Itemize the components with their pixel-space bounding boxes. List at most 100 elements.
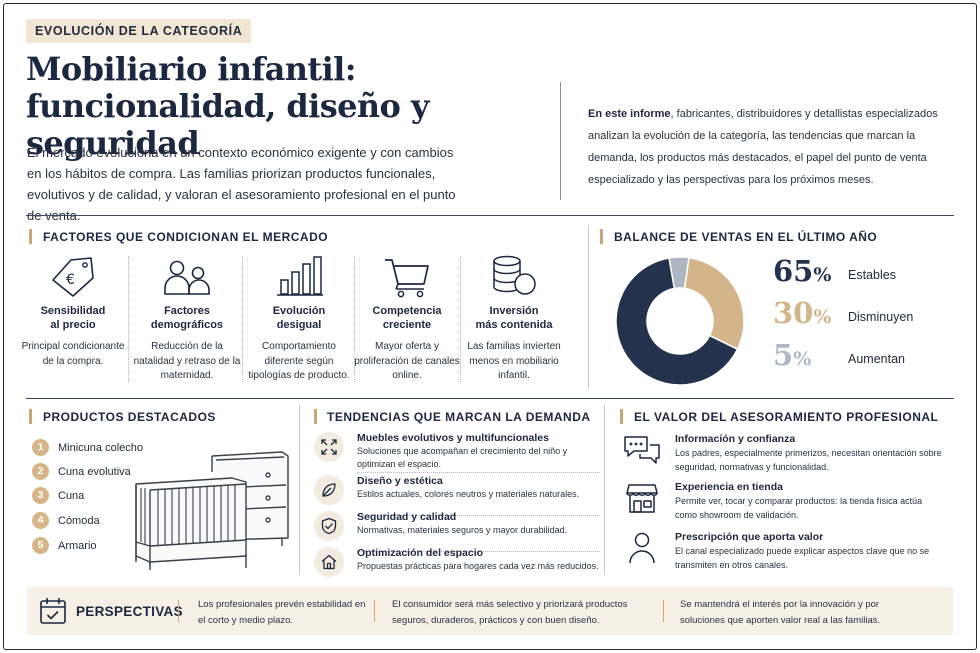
product-item: 4 Cómoda xyxy=(32,512,100,529)
balance-number: 30 xyxy=(773,296,814,330)
factor-item: Evolución desigual Comportamiento difere… xyxy=(242,252,356,384)
factor-item: Competencia creciente Mayor oferta y pro… xyxy=(350,252,464,384)
expand-arrows-icon xyxy=(314,432,344,462)
value-desc: El canal especializado puede explicar as… xyxy=(675,546,930,570)
balance-value: 5% xyxy=(773,338,811,372)
factor-title: Inversión más contenida xyxy=(475,305,553,331)
section-accent xyxy=(620,409,623,424)
section-divider xyxy=(588,225,589,389)
perspectivas-col: Los profesionales prevén estabilidad en … xyxy=(198,599,366,626)
balance-title: BALANCE DE VENTAS EN EL ÚLTIMO AÑO xyxy=(614,230,878,244)
shield-check-icon xyxy=(314,511,344,541)
report-summary-text: , fabricantes, distribuidores y detallis… xyxy=(588,108,938,186)
factor-item: € Sensibilidad al precio Principal condi… xyxy=(16,252,130,369)
perspectivas-col: El consumidor será más selectivo y prior… xyxy=(392,599,628,626)
section-divider xyxy=(299,405,300,575)
balance-unit: % xyxy=(793,348,812,370)
trend-title: Diseño y estética xyxy=(357,475,443,487)
people-icon xyxy=(130,252,244,298)
factor-desc: Las familias invierten menos en mobiliar… xyxy=(467,341,561,381)
category-tag: EVOLUCIÓN DE LA CATEGORÍA xyxy=(26,19,252,43)
product-number: 3 xyxy=(32,487,49,504)
title-line-2: funcionalidad, diseño y seguridad xyxy=(26,87,429,162)
balance-label: Aumentan xyxy=(848,352,905,366)
trend-item: Muebles evolutivos y multifuncionales So… xyxy=(314,432,600,473)
value-title: Prescripción que aporta valor xyxy=(675,531,824,543)
perspectivas-banner: PERSPECTIVAS Los profesionales prevén es… xyxy=(27,587,953,635)
trend-desc: Soluciones que acompañan el crecimiento … xyxy=(357,446,568,469)
section-divider xyxy=(604,405,605,575)
value-title: Experiencia en tienda xyxy=(675,481,783,493)
page-frame xyxy=(3,3,977,650)
product-label: Cuna xyxy=(58,489,85,502)
product-item: 2 Cuna evolutiva xyxy=(32,463,131,480)
factor-divider xyxy=(354,256,355,382)
title-line-1: Mobiliario infantil: xyxy=(26,50,357,88)
product-number: 2 xyxy=(32,463,49,480)
house-icon xyxy=(314,547,344,577)
product-item: 5 Armario xyxy=(32,537,97,554)
balance-number: 65 xyxy=(773,254,814,288)
trend-title: Seguridad y calidad xyxy=(357,511,457,523)
productos-title: PRODUCTOS DESTACADOS xyxy=(43,410,216,424)
balance-value: 30% xyxy=(773,296,831,330)
product-number: 4 xyxy=(32,512,49,529)
perspectivas-title: PERSPECTIVAS xyxy=(76,604,183,619)
trend-item: Seguridad y calidad Normativas, material… xyxy=(314,511,600,552)
section-accent xyxy=(600,229,603,244)
svg-text:€: € xyxy=(66,272,75,288)
factor-title: Sensibilidad al precio xyxy=(40,305,106,331)
report-summary-lead: En este informe xyxy=(588,108,671,120)
product-item: 3 Cuna xyxy=(32,487,84,504)
store-icon xyxy=(622,481,662,517)
balance-unit: % xyxy=(813,264,832,286)
trend-item: Diseño y estética Estilos actuales, colo… xyxy=(314,475,600,516)
trend-item: Optimización del espacio Propuestas prác… xyxy=(314,547,600,584)
section-accent xyxy=(29,409,32,424)
product-number: 5 xyxy=(32,537,49,554)
perspectivas-divider xyxy=(178,600,179,622)
perspectivas-divider xyxy=(663,600,664,622)
donut-slice-disminuyen xyxy=(683,256,745,351)
balance-value: 65% xyxy=(773,254,831,288)
factor-divider xyxy=(242,256,243,382)
value-desc: Los padres, especialmente primerizos, ne… xyxy=(675,448,942,472)
factor-title: Evolución desigual xyxy=(272,305,326,331)
factor-divider xyxy=(460,256,461,382)
trend-desc: Propuestas prácticas para hogares cada v… xyxy=(357,561,599,571)
perspectivas-col: Se mantendrá el interés por la innovació… xyxy=(680,599,881,626)
section-accent xyxy=(29,229,32,244)
factor-title: Competencia creciente xyxy=(372,305,442,331)
bar-chart-icon xyxy=(242,252,356,298)
product-label: Minicuna colecho xyxy=(58,441,143,454)
value-title: Información y confianza xyxy=(675,433,796,445)
trend-title: Muebles evolutivos y multifuncionales xyxy=(357,432,549,444)
leaf-icon xyxy=(314,475,344,505)
trend-desc: Normativas, materiales seguros y mayor d… xyxy=(357,525,568,535)
coins-icon xyxy=(457,252,571,298)
section-accent xyxy=(314,409,317,424)
product-label: Cómoda xyxy=(58,514,100,527)
balance-label: Disminuyen xyxy=(848,310,914,324)
calendar-check-icon xyxy=(39,596,67,631)
intro-text: El mercado evoluciona en un contexto eco… xyxy=(27,145,456,223)
tendencias-title: TENDENCIAS QUE MARCAN LA DEMANDA xyxy=(327,410,591,424)
crib-dresser-illustration xyxy=(135,451,289,570)
product-label: Armario xyxy=(58,539,97,552)
perspectivas-divider xyxy=(374,600,375,622)
product-item: 1 Minicuna colecho xyxy=(32,439,143,456)
trend-desc: Estilos actuales, colores neutros y mate… xyxy=(357,489,580,499)
factor-desc: Mayor oferta y proliferación de canales … xyxy=(354,341,460,381)
factor-item: Factores demográficos Reducción de la na… xyxy=(130,252,244,384)
euro-tag-icon: € xyxy=(16,252,130,298)
value-desc: Permite ver, tocar y comparar productos:… xyxy=(675,496,923,520)
report-summary: En este informe, fabricantes, distribuid… xyxy=(588,103,943,191)
person-icon xyxy=(622,531,662,567)
trend-title: Optimización del espacio xyxy=(357,547,484,559)
product-number: 1 xyxy=(32,439,49,456)
balance-label: Estables xyxy=(848,268,896,282)
balance-donut-chart xyxy=(615,256,745,386)
page-title: Mobiliario infantil: funcionalidad, dise… xyxy=(26,51,566,162)
factor-divider xyxy=(128,256,129,382)
factor-desc: Principal condicionante de la compra. xyxy=(21,341,125,367)
